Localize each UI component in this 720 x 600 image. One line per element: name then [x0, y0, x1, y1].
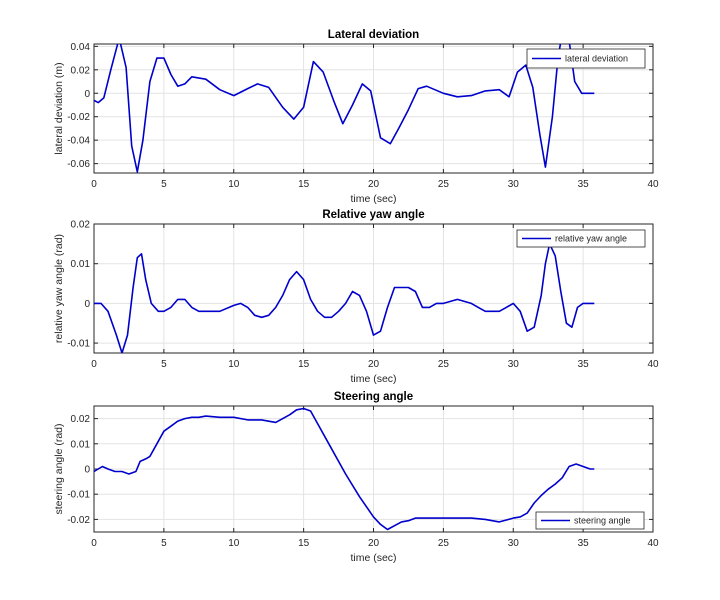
yaw-y-tick-label: 0.01	[71, 259, 91, 270]
lateral-y-tick-label: 0.02	[71, 65, 91, 76]
steering-chart: 0 5 10 15 20 25 30 35 40 -0.02 -0.01 0 0.01 0.02 Steer…	[53, 391, 659, 564]
lateral-x-tick-label: 35	[578, 179, 590, 190]
lateral-x-tick-label: 10	[228, 179, 240, 190]
lateral-x-tick-label: 20	[368, 179, 380, 190]
steering-y-tick-label: -0.02	[67, 515, 90, 526]
steering-y-tick-label: 0	[84, 465, 90, 476]
lateral-legend-box	[526, 48, 646, 69]
lateral-x-axis-label: time (sec)	[350, 193, 396, 205]
lateral-x-tick-label: 15	[298, 179, 310, 190]
yaw-x-tick-label: 15	[298, 359, 310, 370]
steering-x-axis-label: time (sec)	[350, 552, 396, 564]
yaw-x-tick-label: 30	[508, 359, 520, 370]
steering-x-tick-label: 10	[228, 538, 240, 549]
lateral-x-tick-label: 0	[91, 179, 97, 190]
lateral-x-tick-label: 40	[647, 179, 659, 190]
yaw-legend: relative yaw angle	[516, 229, 646, 248]
lateral-y-tick-label: -0.06	[67, 159, 90, 170]
yaw-x-axis-label: time (sec)	[350, 373, 396, 385]
yaw-legend-box	[516, 229, 646, 248]
yaw-y-tick-label: 0.02	[71, 220, 91, 231]
yaw-y-tick-label: 0	[84, 299, 90, 310]
steering-x-tick-label: 15	[298, 538, 310, 549]
lateral-y-tick-label: -0.04	[67, 136, 90, 147]
yaw-x-tick-label: 20	[368, 359, 380, 370]
lateral-series-line	[94, 44, 595, 173]
yaw-chart-title: Relative yaw angle	[322, 209, 424, 221]
yaw-x-tick-label: 25	[438, 359, 450, 370]
yaw-legend-label: relative yaw angle	[555, 234, 627, 244]
yaw-x-tick-label: 35	[578, 359, 590, 370]
lateral-y-tick-label: 0.04	[71, 42, 91, 53]
steering-x-tick-label: 40	[647, 538, 659, 549]
steering-y-tick-label: 0.01	[71, 439, 91, 450]
lateral-y-tick-label: 0	[84, 89, 90, 100]
lateral-y-axis-label: lateral deviation (m)	[53, 62, 65, 154]
yaw-y-axis-label: relative yaw angle (rad)	[53, 234, 65, 343]
lateral-x-tick-label: 25	[438, 179, 450, 190]
yaw-x-tick-label: 0	[91, 359, 97, 370]
lateral-legend-label: lateral deviation	[565, 54, 628, 64]
lateral-x-tick-label: 30	[508, 179, 520, 190]
steering-legend-label: steering angle	[574, 516, 631, 526]
yaw-series-line	[94, 243, 595, 353]
yaw-x-tick-label: 10	[228, 359, 240, 370]
steering-x-tick-label: 0	[91, 538, 97, 549]
steering-x-tick-label: 5	[161, 538, 167, 549]
lateral-y-tick-label: -0.02	[67, 112, 90, 123]
yaw-x-tick-label: 5	[161, 359, 167, 370]
lateral-legend: lateral deviation	[526, 48, 646, 69]
steering-chart-title: Steering angle	[334, 391, 413, 403]
lateral-chart: 0 5 10 15 20 25 30 35 40 -0.06 -0.04 -0.02 0 0.02 0.04…	[53, 29, 659, 205]
steering-y-tick-label: 0.02	[71, 414, 91, 425]
steering-series-line	[94, 407, 595, 531]
lateral-chart-title: Lateral deviation	[328, 29, 419, 41]
steering-y-axis-label: steering angle (rad)	[53, 423, 65, 514]
steering-x-tick-label: 25	[438, 538, 450, 549]
steering-x-tick-label: 20	[368, 538, 380, 549]
steering-y-tick-label: -0.01	[67, 490, 90, 501]
yaw-x-tick-label: 40	[647, 359, 659, 370]
steering-x-tick-label: 35	[578, 538, 590, 549]
steering-x-tick-label: 30	[508, 538, 520, 549]
steering-legend-box	[535, 511, 645, 530]
yaw-y-tick-label: -0.01	[67, 339, 90, 350]
lateral-x-tick-label: 5	[161, 179, 167, 190]
steering-legend: steering angle	[535, 511, 645, 530]
